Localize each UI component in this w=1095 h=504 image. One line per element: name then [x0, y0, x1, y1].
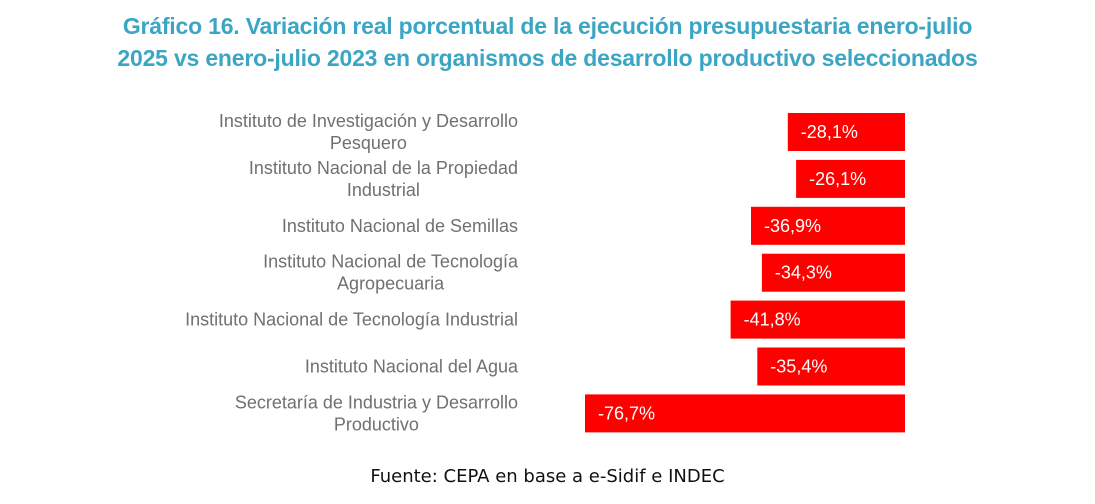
bar [796, 159, 905, 198]
category-label: Secretaría de Industria y Desarrollo Prod… [235, 392, 518, 434]
bar [761, 253, 905, 292]
category-label: Instituto Nacional de la Propiedad Indust… [249, 158, 518, 200]
data-label: -34,3% [775, 263, 832, 283]
chart-title: Gráfico 16. Variación real porcentual de… [0, 10, 1095, 74]
category-label-line: Industrial [347, 180, 420, 200]
bar [787, 113, 905, 151]
category-label-line: Productivo [334, 414, 419, 434]
category-label: Instituto Nacional del Agua [305, 357, 519, 377]
data-label: -26,1% [809, 169, 866, 189]
category-label-line: Instituto de Investigación y Desarrollo [219, 111, 518, 131]
category-label-line: Instituto Nacional de Semillas [282, 216, 518, 236]
category-label-line: Pesquero [330, 133, 407, 153]
category-label-line: Instituto Nacional de Tecnología [263, 252, 519, 272]
category-label-line: Instituto Nacional de Tecnología Industr… [185, 310, 518, 330]
category-label-line: Secretaría de Industria y Desarrollo [235, 392, 518, 412]
category-label: Instituto Nacional de Semillas [282, 216, 518, 236]
bar [751, 206, 905, 245]
category-label-line: Instituto Nacional de la Propiedad [249, 158, 518, 178]
chart-title-line-2: 2025 vs enero-julio 2023 en organismos d… [117, 45, 978, 71]
category-label-line: Agropecuaria [337, 274, 445, 294]
bar [730, 300, 905, 339]
category-label: Instituto Nacional de Tecnología Industr… [185, 310, 518, 330]
data-label: -28,1% [801, 122, 858, 142]
bar [757, 347, 905, 386]
category-label: Instituto Nacional de Tecnología Agropecu… [263, 252, 519, 294]
data-label: -35,4% [770, 357, 827, 377]
data-label: -36,9% [764, 216, 821, 236]
bar [585, 394, 905, 433]
data-label: -76,7% [598, 403, 655, 423]
chart-title-line-1: Gráfico 16. Variación real porcentual de… [122, 13, 973, 39]
data-label: -41,8% [744, 310, 801, 330]
category-label-line: Instituto Nacional del Agua [305, 357, 519, 377]
chart-source: Fuente: CEPA en base a e-Sidif e INDEC [370, 466, 725, 487]
category-label: Instituto de Investigación y Desarrollo P… [219, 111, 518, 153]
